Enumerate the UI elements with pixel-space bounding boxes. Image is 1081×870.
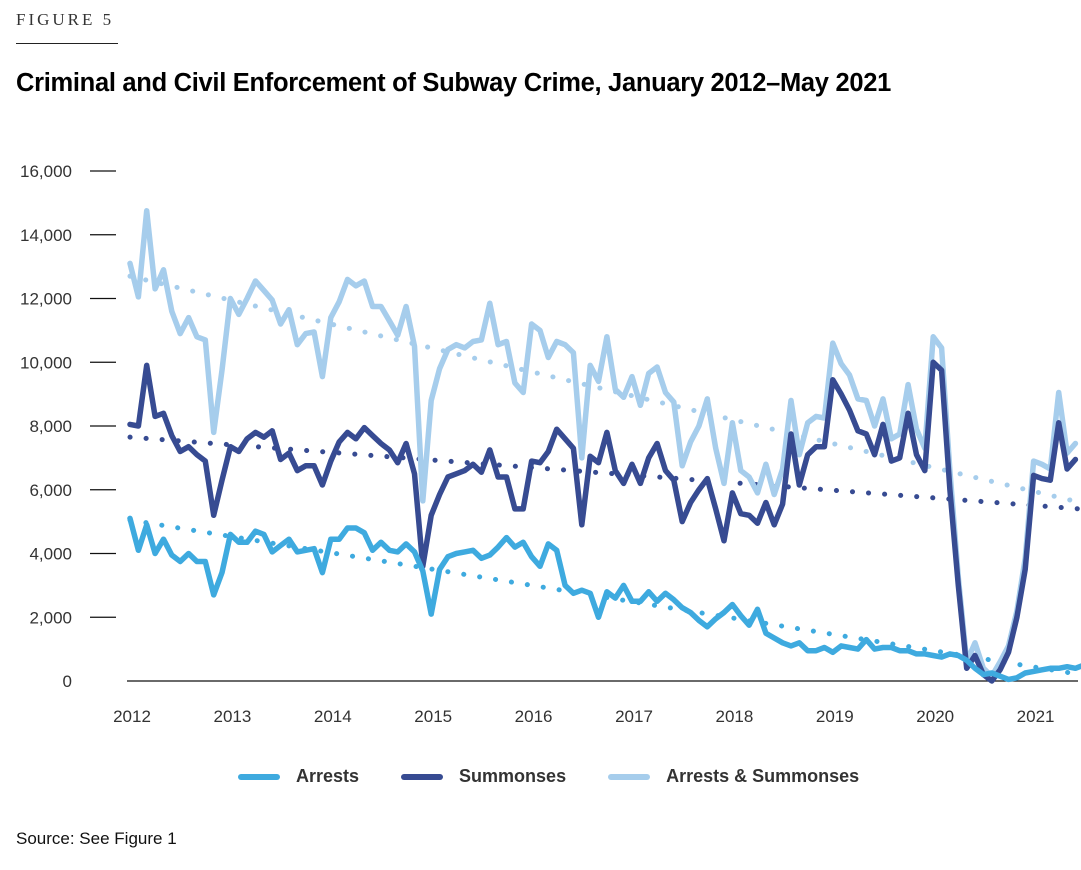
- trendline-arrests-summonses: [127, 273, 1081, 506]
- y-tick-label: 8,000: [29, 417, 72, 436]
- trendline-arrests: [127, 517, 1081, 678]
- y-tick-label: 4,000: [29, 545, 72, 564]
- x-tick-label: 2017: [615, 707, 653, 726]
- y-tick-label: 12,000: [20, 290, 72, 309]
- x-tick-label: 2018: [715, 707, 753, 726]
- x-tick-label: 2015: [414, 707, 452, 726]
- x-tick-label: 2021: [1017, 707, 1055, 726]
- source-note: Source: See Figure 1: [16, 829, 177, 848]
- x-tick-label: 2013: [213, 707, 251, 726]
- legend-label: Arrests & Summonses: [666, 766, 860, 786]
- series-line-summonses: [127, 359, 1079, 684]
- legend-swatch-combined: [608, 773, 651, 780]
- y-tick-label: 6,000: [29, 481, 72, 500]
- chart-title: Criminal and Civil Enforcement of Subway…: [16, 69, 891, 97]
- y-axis: 0 2,000 4,000 6,000 8,000 10,000 12,000 14,000 1…: [20, 162, 116, 691]
- legend-label: Summonses: [459, 766, 567, 786]
- x-tick-label: 2012: [113, 707, 151, 726]
- y-tick-label: 2,000: [29, 608, 72, 627]
- legend-item-combined: Arrests & Summonses: [608, 766, 859, 787]
- y-tick-label: 0: [63, 672, 72, 691]
- y-tick-label: 10,000: [20, 353, 72, 372]
- legend-label: Arrests: [296, 766, 360, 786]
- x-tick-label: 2020: [916, 707, 954, 726]
- legend-item-summonses: Summonses: [401, 766, 566, 787]
- x-axis: 2012 2013 2014 2015 2016 2017 2018 2019 2020 2021: [113, 680, 1078, 726]
- series-lines: [127, 208, 1081, 684]
- series-line-arrests: [127, 515, 1081, 683]
- x-tick-label: 2019: [816, 707, 854, 726]
- legend-swatch-arrests: [238, 773, 280, 780]
- figure-label: FIGURE 5: [16, 10, 115, 29]
- x-tick-label: 2016: [515, 707, 553, 726]
- y-tick-label: 14,000: [20, 226, 72, 245]
- x-tick-label: 2014: [314, 707, 352, 726]
- figure-label-rule: [16, 43, 118, 44]
- legend-item-arrests: Arrests: [238, 766, 359, 787]
- trendline-summonses: [127, 434, 1081, 512]
- series-line-arrests-summonses: [127, 208, 1079, 679]
- legend-swatch-summonses: [401, 773, 444, 780]
- y-tick-label: 16,000: [20, 162, 72, 181]
- legend: Arrests Summonses Arrests & Summonses: [238, 766, 901, 787]
